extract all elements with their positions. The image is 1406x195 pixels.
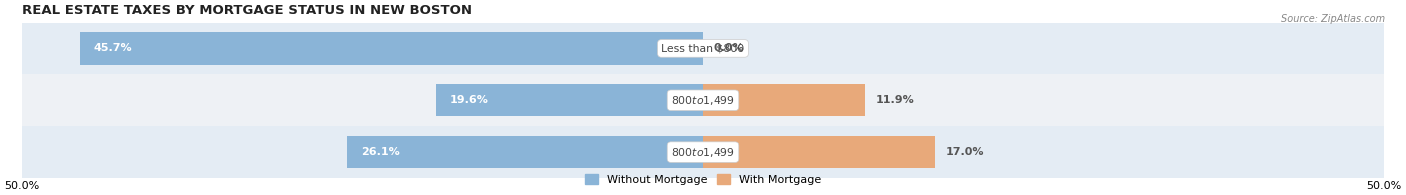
Bar	[80, 32, 703, 65]
Bar	[21, 22, 1385, 74]
Text: 45.7%: 45.7%	[94, 43, 132, 53]
Bar	[21, 126, 1385, 178]
Text: Less than $800: Less than $800	[661, 43, 745, 53]
Text: 17.0%: 17.0%	[945, 147, 984, 157]
Text: 11.9%: 11.9%	[876, 95, 915, 105]
Text: 19.6%: 19.6%	[450, 95, 488, 105]
Bar	[347, 136, 703, 168]
Text: REAL ESTATE TAXES BY MORTGAGE STATUS IN NEW BOSTON: REAL ESTATE TAXES BY MORTGAGE STATUS IN …	[21, 4, 472, 17]
Bar	[703, 136, 935, 168]
Text: Source: ZipAtlas.com: Source: ZipAtlas.com	[1281, 14, 1385, 24]
Bar	[21, 74, 1385, 126]
Legend: Without Mortgage, With Mortgage: Without Mortgage, With Mortgage	[585, 175, 821, 185]
Bar	[436, 84, 703, 116]
Text: 26.1%: 26.1%	[361, 147, 399, 157]
Text: $800 to $1,499: $800 to $1,499	[671, 94, 735, 107]
Text: $800 to $1,499: $800 to $1,499	[671, 146, 735, 159]
Bar	[703, 84, 865, 116]
Text: 0.0%: 0.0%	[714, 43, 745, 53]
